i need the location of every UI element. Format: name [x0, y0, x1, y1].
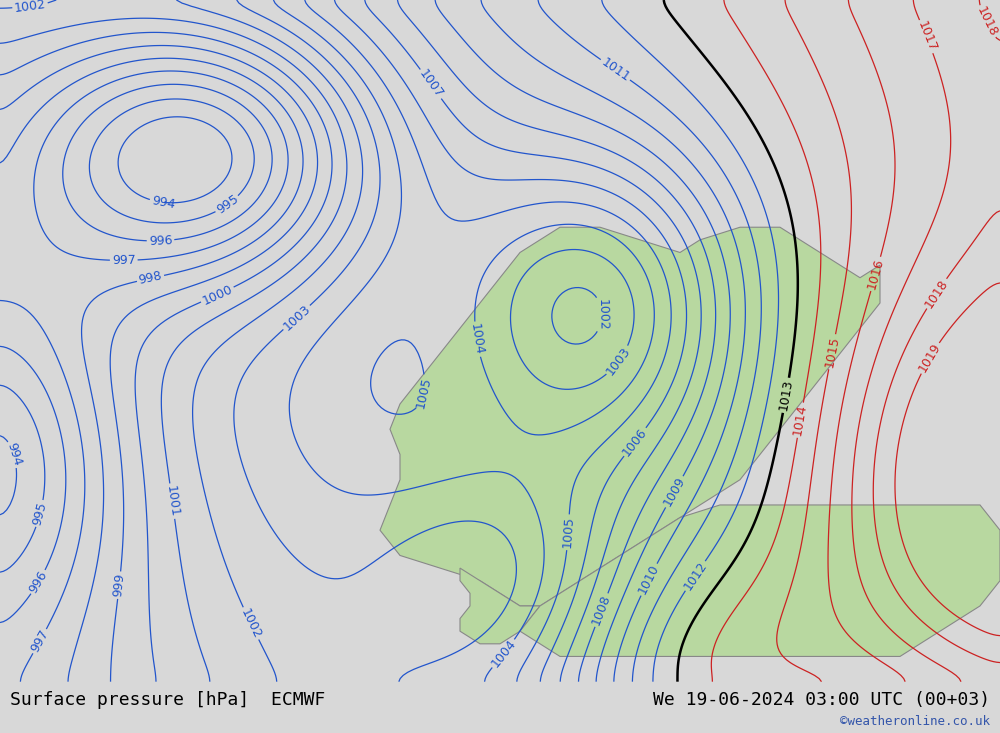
Text: 1004: 1004	[489, 637, 519, 670]
Text: 1005: 1005	[561, 516, 576, 548]
Text: 1016: 1016	[865, 257, 886, 291]
Text: ©weatheronline.co.uk: ©weatheronline.co.uk	[840, 715, 990, 728]
Text: 1013: 1013	[777, 379, 795, 412]
Text: 1017: 1017	[914, 19, 938, 54]
Text: 999: 999	[111, 572, 127, 597]
Text: 1002: 1002	[13, 0, 47, 15]
Text: We 19-06-2024 03:00 UTC (00+03): We 19-06-2024 03:00 UTC (00+03)	[653, 690, 990, 709]
Text: 1018: 1018	[974, 4, 999, 39]
Text: 994: 994	[4, 441, 23, 468]
Polygon shape	[460, 568, 540, 644]
Text: 1000: 1000	[200, 282, 235, 307]
Text: 1014: 1014	[791, 404, 809, 437]
Text: 1005: 1005	[414, 375, 434, 409]
Polygon shape	[520, 505, 1000, 657]
Text: 997: 997	[112, 254, 136, 267]
Text: 1012: 1012	[681, 559, 709, 592]
Polygon shape	[380, 227, 880, 606]
Text: 1002: 1002	[238, 606, 264, 641]
Text: 1009: 1009	[661, 475, 688, 509]
Text: 1003: 1003	[604, 345, 633, 377]
Text: 1018: 1018	[922, 276, 951, 310]
Text: 996: 996	[148, 234, 173, 248]
Text: 1002: 1002	[595, 298, 609, 331]
Text: 995: 995	[214, 193, 241, 217]
Text: Surface pressure [hPa]  ECMWF: Surface pressure [hPa] ECMWF	[10, 690, 325, 709]
Text: 1008: 1008	[590, 593, 613, 627]
Text: 1015: 1015	[823, 335, 842, 369]
Text: 1006: 1006	[620, 425, 650, 459]
Text: 1019: 1019	[916, 341, 943, 375]
Text: 996: 996	[27, 569, 50, 595]
Text: 1010: 1010	[636, 562, 662, 597]
Text: 997: 997	[28, 627, 51, 655]
Text: 1007: 1007	[416, 67, 445, 100]
Text: 1001: 1001	[164, 485, 181, 517]
Text: 1003: 1003	[281, 302, 313, 333]
Text: 994: 994	[151, 194, 176, 211]
Text: 998: 998	[138, 270, 163, 287]
Text: 995: 995	[31, 501, 49, 527]
Text: 1011: 1011	[599, 56, 632, 84]
Text: 1004: 1004	[468, 323, 486, 356]
